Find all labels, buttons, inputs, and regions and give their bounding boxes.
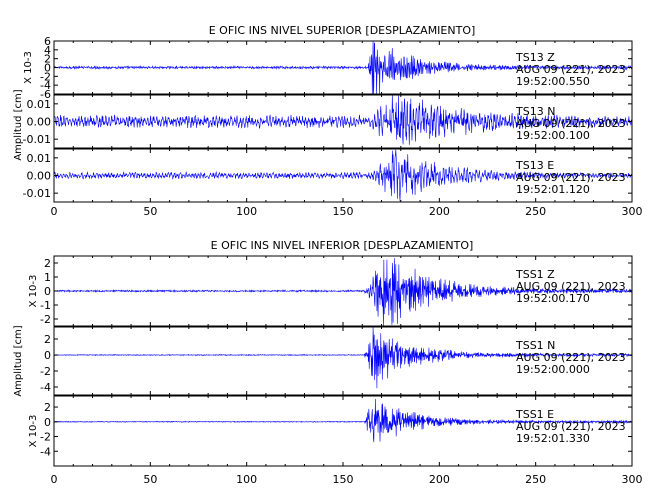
y-tick-label: -2 (40, 431, 51, 444)
y-tick-label: 0 (44, 349, 51, 362)
station-date: AUG 09 (221), 2023 (516, 63, 626, 76)
trace-line (53, 326, 633, 389)
station-name: TSS1 Z (515, 268, 555, 281)
trace-line (53, 258, 633, 327)
x-tick-label: 300 (622, 205, 643, 218)
y-axis-label: Amplitud [cm] (13, 89, 24, 160)
y-tick-label: 0.01 (27, 98, 52, 111)
scale-label: X 10-3 (28, 415, 39, 448)
x-tick-label: 150 (333, 205, 354, 218)
x-tick-label: 0 (51, 205, 58, 218)
y-tick-label: 2 (44, 53, 51, 66)
station-date: AUG 09 (221), 2023 (516, 117, 626, 130)
y-tick-label: 2 (44, 333, 51, 346)
station-time: 19:52:00.000 (516, 363, 590, 376)
bottom-chart-title: E OFIC INS NIVEL INFERIOR [DESPLAZAMIENT… (211, 239, 474, 252)
station-name: TS13 Z (515, 51, 555, 64)
station-time: 19:52:00.550 (516, 75, 590, 88)
y-tick-label: 0 (44, 62, 51, 75)
y-axis-label: Amplitud [cm] (13, 325, 24, 396)
scale-label: X 10-3 (23, 51, 34, 84)
station-date: AUG 09 (221), 2023 (516, 351, 626, 364)
x-tick-label: 250 (525, 473, 546, 486)
y-tick-label: -4 (40, 445, 51, 458)
x-tick-label: 50 (143, 473, 157, 486)
y-tick-label: -2 (40, 70, 51, 83)
y-tick-label: 0.00 (27, 116, 52, 129)
y-tick-label: 0 (44, 285, 51, 298)
trace-line (53, 94, 633, 145)
x-tick-label: 150 (333, 473, 354, 486)
x-tick-label: 200 (429, 473, 450, 486)
y-tick-label: -2 (40, 313, 51, 326)
x-tick-label: 300 (622, 473, 643, 486)
station-name: TSS1 E (515, 408, 554, 421)
station-name: TS13 E (515, 159, 554, 172)
trace-line (53, 40, 633, 95)
y-tick-label: 1 (44, 271, 51, 284)
x-tick-label: 50 (143, 205, 157, 218)
y-tick-label: -1 (40, 299, 51, 312)
station-name: TS13 N (515, 105, 555, 118)
station-time: 19:52:00.170 (516, 292, 590, 305)
scale-label: X 10-3 (28, 275, 39, 308)
y-tick-label: 6 (44, 35, 51, 48)
station-date: AUG 09 (221), 2023 (516, 280, 626, 293)
x-tick-label: 200 (429, 205, 450, 218)
y-tick-label: -4 (40, 79, 51, 92)
y-tick-label: 2 (44, 257, 51, 270)
y-tick-label: 0.01 (27, 152, 52, 165)
top-chart-title: E OFIC INS NIVEL SUPERIOR [DESPLAZAMIENT… (209, 24, 476, 37)
y-tick-label: -4 (40, 381, 51, 394)
station-time: 19:52:01.120 (516, 183, 590, 196)
y-tick-label: -0.01 (23, 133, 51, 146)
station-time: 19:52:01.330 (516, 432, 590, 445)
station-date: AUG 09 (221), 2023 (516, 420, 626, 433)
y-tick-label: 0 (44, 416, 51, 429)
trace-line (54, 398, 633, 443)
x-tick-label: 0 (51, 473, 58, 486)
y-tick-label: 0.00 (27, 170, 52, 183)
y-tick-label: -2 (40, 365, 51, 378)
x-tick-label: 100 (236, 473, 257, 486)
x-tick-label: 250 (525, 205, 546, 218)
y-tick-label: 2 (44, 401, 51, 414)
station-date: AUG 09 (221), 2023 (516, 171, 626, 184)
station-name: TSS1 N (515, 339, 555, 352)
y-tick-label: -6 (40, 88, 51, 101)
trace-line (53, 149, 633, 202)
y-tick-label: -0.01 (23, 187, 51, 200)
station-time: 19:52:00.100 (516, 129, 590, 142)
y-tick-label: 4 (44, 44, 51, 57)
x-tick-label: 100 (236, 205, 257, 218)
